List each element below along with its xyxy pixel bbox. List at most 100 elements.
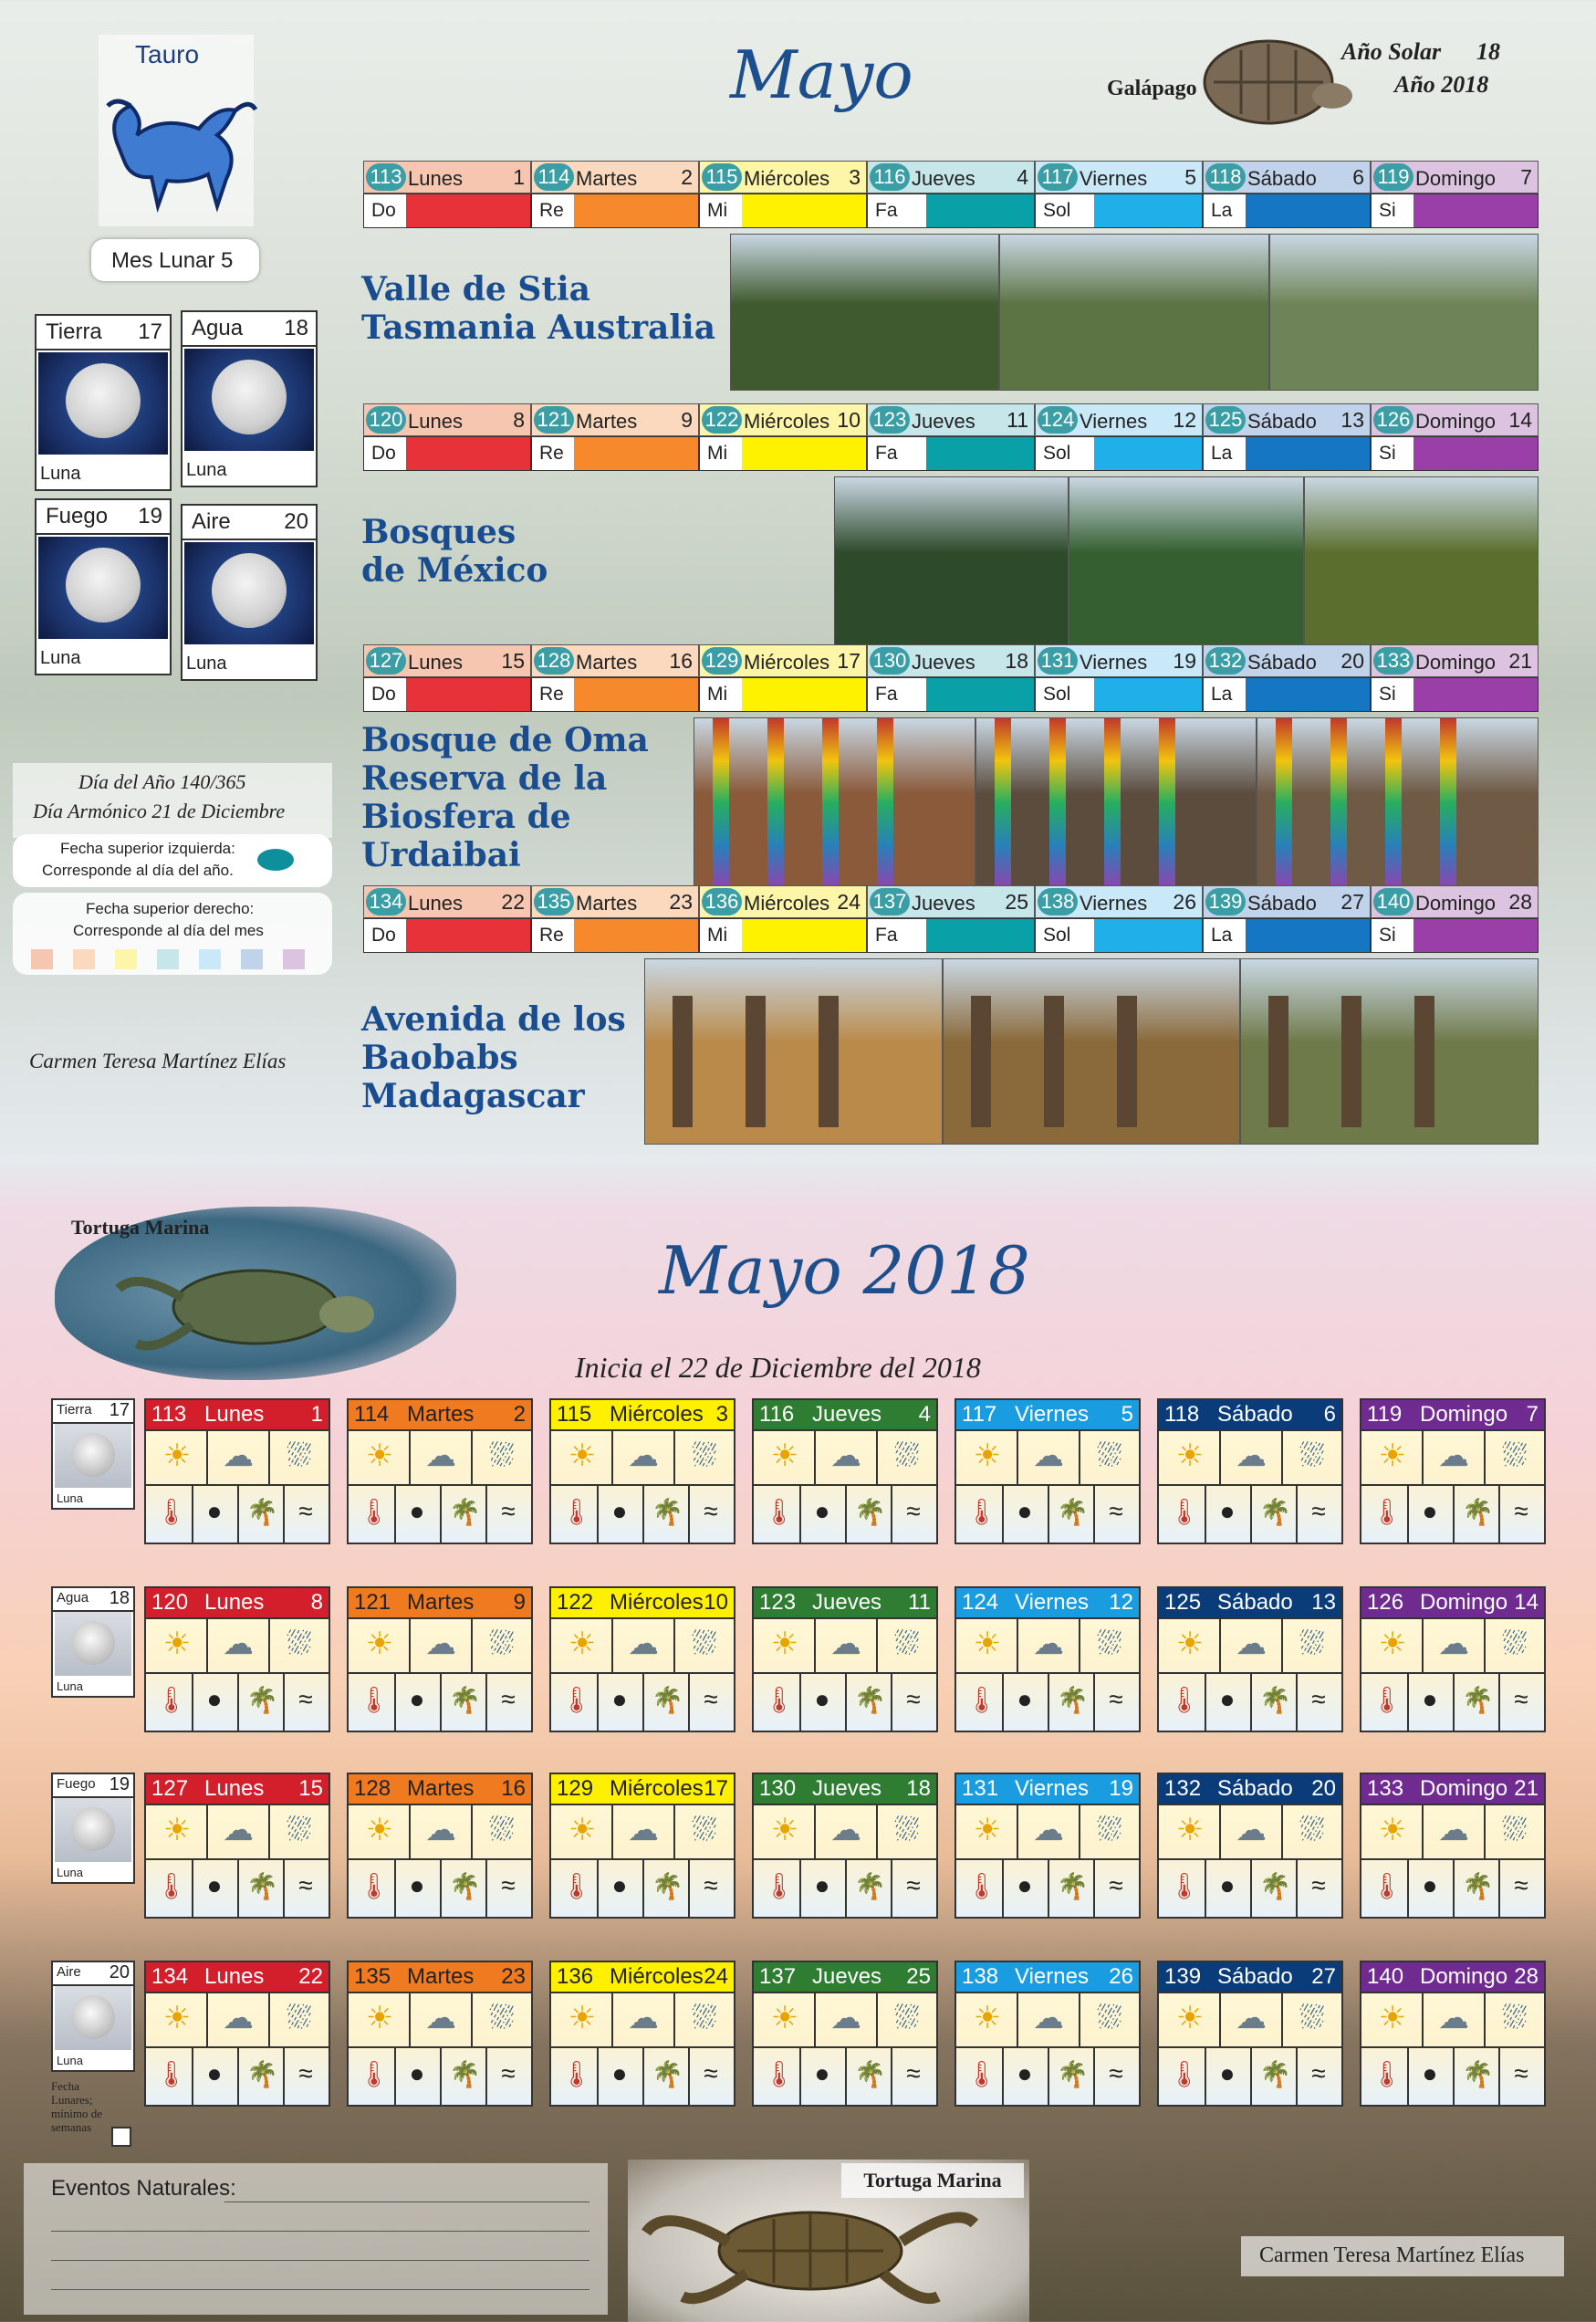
moon-phase-icon[interactable]: ● <box>1219 1497 1236 1525</box>
rain-icon[interactable]: ⛆ <box>489 1626 515 1661</box>
sun-icon[interactable]: ☀ <box>162 1626 192 1661</box>
wind-icon[interactable]: ≈ <box>1311 1497 1326 1525</box>
palm-icon[interactable]: 🌴 <box>1057 2060 1089 2088</box>
weather-day-cell[interactable]: 135 Martes 23 ☀ ☁ ⛆ 🌡 ● 🌴 ≈ <box>347 1961 533 2107</box>
wind-icon[interactable]: ≈ <box>906 2059 921 2087</box>
wind-icon[interactable]: ≈ <box>501 2059 516 2087</box>
weather-day-cell[interactable]: 124 Viernes 12 ☀ ☁ ⛆ 🌡 ● 🌴 ≈ <box>954 1586 1141 1732</box>
sun-icon[interactable]: ☀ <box>770 1626 799 1661</box>
rain-icon[interactable]: ⛆ <box>1097 1813 1122 1847</box>
thermometer-icon[interactable]: 🌡 <box>965 1872 998 1900</box>
thermometer-icon[interactable]: 🌡 <box>1371 1686 1403 1714</box>
moon-phase-icon[interactable]: ● <box>206 1497 223 1525</box>
cloud-icon[interactable]: ☁ <box>1438 1438 1469 1473</box>
weather-day-cell[interactable]: 114 Martes 2 ☀ ☁ ⛆ 🌡 ● 🌴 ≈ <box>347 1398 533 1544</box>
moon-phase-icon[interactable]: ● <box>206 1685 223 1713</box>
palm-icon[interactable]: 🌴 <box>1057 1686 1089 1714</box>
moon-phase-icon[interactable]: ● <box>814 1871 830 1899</box>
cloud-icon[interactable]: ☁ <box>1236 1813 1267 1847</box>
cloud-icon[interactable]: ☁ <box>425 1813 456 1847</box>
palm-icon[interactable]: 🌴 <box>449 1498 481 1526</box>
rain-icon[interactable]: ⛆ <box>692 2001 717 2035</box>
rain-icon[interactable]: ⛆ <box>1502 2001 1528 2035</box>
rain-icon[interactable]: ⛆ <box>1097 1438 1122 1473</box>
sun-icon[interactable]: ☀ <box>1378 1438 1407 1473</box>
rain-icon[interactable]: ⛆ <box>1299 2001 1325 2035</box>
sun-icon[interactable]: ☀ <box>770 2001 799 2035</box>
rain-icon[interactable]: ⛆ <box>287 2001 312 2035</box>
weather-day-cell[interactable]: 130 Jueves 18 ☀ ☁ ⛆ 🌡 ● 🌴 ≈ <box>752 1773 938 1919</box>
sun-icon[interactable]: ☀ <box>568 1813 597 1847</box>
thermometer-icon[interactable]: 🌡 <box>155 2060 188 2088</box>
moon-phase-icon[interactable]: ● <box>1219 1685 1236 1713</box>
weather-day-cell[interactable]: 137 Jueves 25 ☀ ☁ ⛆ 🌡 ● 🌴 ≈ <box>752 1961 938 2107</box>
weather-day-cell[interactable]: 117 Viernes 5 ☀ ☁ ⛆ 🌡 ● 🌴 ≈ <box>954 1398 1141 1544</box>
sun-icon[interactable]: ☀ <box>1378 1813 1407 1847</box>
sun-icon[interactable]: ☀ <box>162 1438 192 1473</box>
palm-icon[interactable]: 🌴 <box>1462 1686 1494 1714</box>
wind-icon[interactable]: ≈ <box>298 2059 313 2087</box>
palm-icon[interactable]: 🌴 <box>1462 1498 1494 1526</box>
rain-icon[interactable]: ⛆ <box>489 1813 515 1847</box>
rain-icon[interactable]: ⛆ <box>894 1626 920 1661</box>
cloud-icon[interactable]: ☁ <box>830 1813 861 1847</box>
wind-icon[interactable]: ≈ <box>298 1685 313 1713</box>
cloud-icon[interactable]: ☁ <box>425 1626 456 1661</box>
rain-icon[interactable]: ⛆ <box>1097 2001 1122 2035</box>
weather-day-cell[interactable]: 139 Sábado 27 ☀ ☁ ⛆ 🌡 ● 🌴 ≈ <box>1157 1961 1343 2107</box>
wind-icon[interactable]: ≈ <box>906 1685 921 1713</box>
thermometer-icon[interactable]: 🌡 <box>763 1686 796 1714</box>
wind-icon[interactable]: ≈ <box>1109 1871 1123 1899</box>
cloud-icon[interactable]: ☁ <box>628 1626 659 1661</box>
thermometer-icon[interactable]: 🌡 <box>155 1498 188 1526</box>
thermometer-icon[interactable]: 🌡 <box>763 2060 796 2088</box>
thermometer-icon[interactable]: 🌡 <box>560 2060 593 2088</box>
thermometer-icon[interactable]: 🌡 <box>1371 1498 1403 1526</box>
moon-phase-icon[interactable]: ● <box>611 1497 628 1525</box>
moon-phase-icon[interactable]: ● <box>1422 1497 1438 1525</box>
moon-phase-icon[interactable]: ● <box>1422 1685 1438 1713</box>
weather-day-cell[interactable]: 138 Viernes 26 ☀ ☁ ⛆ 🌡 ● 🌴 ≈ <box>954 1961 1141 2107</box>
weather-day-cell[interactable]: 126 Domingo 14 ☀ ☁ ⛆ 🌡 ● 🌴 ≈ <box>1360 1586 1546 1732</box>
weather-day-cell[interactable]: 122 Miércoles 10 ☀ ☁ ⛆ 🌡 ● 🌴 ≈ <box>549 1586 735 1732</box>
sun-icon[interactable]: ☀ <box>162 2001 192 2035</box>
cloud-icon[interactable]: ☁ <box>830 2001 861 2035</box>
sun-icon[interactable]: ☀ <box>365 1626 394 1661</box>
weather-day-cell[interactable]: 116 Jueves 4 ☀ ☁ ⛆ 🌡 ● 🌴 ≈ <box>752 1398 938 1544</box>
thermometer-icon[interactable]: 🌡 <box>763 1872 796 1900</box>
palm-icon[interactable]: 🌴 <box>854 1872 886 1900</box>
moon-phase-icon[interactable]: ● <box>1219 2059 1236 2087</box>
events-line-3[interactable] <box>51 2260 589 2261</box>
lunar-note-checkbox[interactable] <box>111 2127 131 2147</box>
moon-phase-icon[interactable]: ● <box>611 1685 628 1713</box>
sun-icon[interactable]: ☀ <box>1378 2001 1407 2035</box>
weather-day-cell[interactable]: 132 Sábado 20 ☀ ☁ ⛆ 🌡 ● 🌴 ≈ <box>1157 1773 1343 1919</box>
thermometer-icon[interactable]: 🌡 <box>560 1872 593 1900</box>
rain-icon[interactable]: ⛆ <box>489 2001 515 2035</box>
wind-icon[interactable]: ≈ <box>1109 2059 1123 2087</box>
palm-icon[interactable]: 🌴 <box>246 1686 278 1714</box>
palm-icon[interactable]: 🌴 <box>652 2060 683 2088</box>
palm-icon[interactable]: 🌴 <box>1259 1686 1291 1714</box>
wind-icon[interactable]: ≈ <box>298 1497 313 1525</box>
palm-icon[interactable]: 🌴 <box>1057 1872 1089 1900</box>
thermometer-icon[interactable]: 🌡 <box>1168 2060 1201 2088</box>
cloud-icon[interactable]: ☁ <box>425 1438 456 1473</box>
thermometer-icon[interactable]: 🌡 <box>1168 1498 1201 1526</box>
thermometer-icon[interactable]: 🌡 <box>358 1872 391 1900</box>
weather-day-cell[interactable]: 129 Miércoles 17 ☀ ☁ ⛆ 🌡 ● 🌴 ≈ <box>549 1773 735 1919</box>
weather-day-cell[interactable]: 123 Jueves 11 ☀ ☁ ⛆ 🌡 ● 🌴 ≈ <box>752 1586 938 1732</box>
rain-icon[interactable]: ⛆ <box>894 2001 920 2035</box>
wind-icon[interactable]: ≈ <box>704 1497 718 1525</box>
sun-icon[interactable]: ☀ <box>973 2001 1002 2035</box>
wind-icon[interactable]: ≈ <box>906 1871 921 1899</box>
sun-icon[interactable]: ☀ <box>365 1438 394 1473</box>
rain-icon[interactable]: ⛆ <box>287 1626 312 1661</box>
thermometer-icon[interactable]: 🌡 <box>560 1686 593 1714</box>
palm-icon[interactable]: 🌴 <box>1259 2060 1291 2088</box>
moon-phase-icon[interactable]: ● <box>814 1685 830 1713</box>
palm-icon[interactable]: 🌴 <box>1259 1872 1291 1900</box>
weather-day-cell[interactable]: 136 Miércoles 24 ☀ ☁ ⛆ 🌡 ● 🌴 ≈ <box>549 1961 735 2107</box>
sun-icon[interactable]: ☀ <box>1175 2001 1205 2035</box>
wind-icon[interactable]: ≈ <box>1311 2059 1326 2087</box>
